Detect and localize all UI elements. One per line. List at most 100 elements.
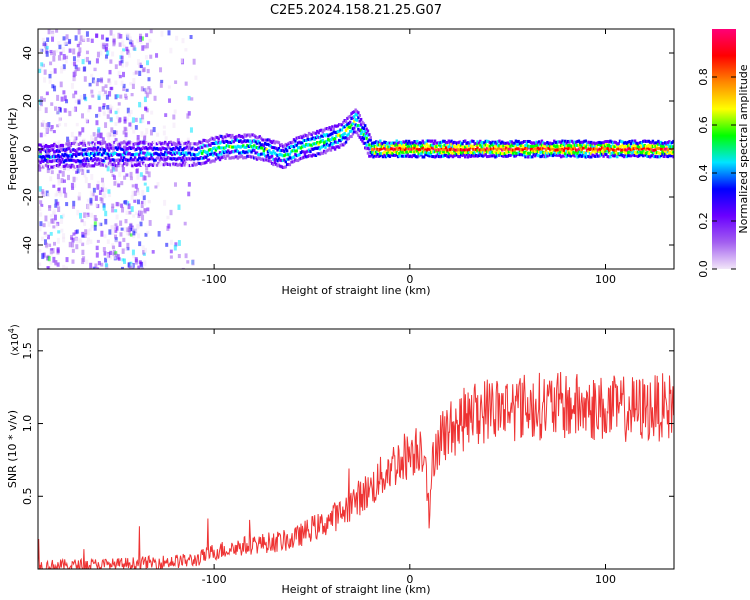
heatmap-cell [388, 147, 392, 151]
heatmap-cell [320, 145, 323, 149]
heatmap-cell [546, 146, 549, 150]
heatmap-cell [87, 159, 90, 163]
heatmap-cell [188, 157, 192, 161]
heatmap-cell [613, 145, 616, 149]
heatmap-cell [108, 104, 112, 110]
heatmap-cell [395, 139, 398, 143]
heatmap-cell [479, 150, 482, 154]
heatmap-cell [555, 153, 559, 157]
heatmap-cell [451, 147, 455, 151]
heatmap-cell [47, 165, 50, 169]
heatmap-cell [654, 144, 657, 148]
heatmap-cell [146, 230, 150, 234]
heatmap-cell [592, 149, 596, 153]
heatmap-cell [133, 163, 137, 167]
heatmap-cell [498, 139, 501, 143]
heatmap-cell [361, 126, 364, 130]
heatmap-cell [85, 149, 89, 153]
heatmap-cell [274, 140, 278, 144]
heatmap-cell [574, 143, 578, 147]
heatmap-cell [128, 122, 132, 127]
heatmap-cell [116, 158, 119, 162]
heatmap-cell [121, 40, 125, 47]
heatmap-cell [527, 144, 530, 148]
heatmap-cell [616, 145, 619, 149]
heatmap-cell [96, 133, 100, 138]
heatmap-cell [124, 132, 128, 138]
heatmap-cell [495, 154, 498, 158]
heatmap-cell [390, 153, 393, 157]
heatmap-cell [247, 133, 250, 137]
heatmap-cell [561, 139, 564, 143]
heatmap-cell [321, 130, 324, 134]
heatmap-cell [313, 153, 316, 157]
heatmap-cell [209, 148, 212, 152]
heatmap-cell [607, 143, 611, 147]
heatmap-cell [231, 139, 234, 143]
heatmap-cell [396, 155, 400, 159]
heatmap-cell [217, 152, 220, 156]
heatmap-cell [202, 156, 205, 160]
heatmap-cell [425, 139, 429, 143]
heatmap-cell [75, 244, 79, 250]
heatmap-cell [328, 147, 331, 151]
heatmap-cell [461, 153, 464, 157]
heatmap-cell [424, 150, 427, 154]
heatmap-cell [453, 147, 456, 151]
heatmap-cell [84, 148, 87, 152]
heatmap-cell [66, 136, 70, 143]
heatmap-cell [374, 145, 378, 149]
heatmap-cell [236, 149, 240, 153]
heatmap-cell [335, 130, 338, 134]
heatmap-cell [53, 214, 57, 221]
heatmap-cell [414, 141, 418, 145]
heatmap-cell [343, 136, 346, 140]
heatmap-cell [41, 37, 45, 44]
heatmap-cell [566, 147, 570, 151]
heatmap-cell [53, 241, 57, 246]
heatmap-cell [672, 150, 674, 154]
heatmap-cell [566, 150, 570, 154]
heatmap-cell [424, 147, 427, 151]
heatmap-cell [76, 142, 79, 146]
heatmap-cell [501, 154, 504, 158]
heatmap-cell [224, 149, 227, 153]
heatmap-cell [202, 138, 205, 142]
heatmap-cell [321, 144, 324, 148]
heatmap-cell [154, 142, 157, 146]
heatmap-cell [642, 146, 645, 150]
heatmap-cell [132, 214, 136, 218]
heatmap-cell [633, 154, 637, 158]
snr-y-scale-suffix: ) [10, 324, 21, 328]
heatmap-cell [113, 178, 117, 183]
heatmap-cell [96, 267, 100, 269]
heatmap-cell [496, 153, 500, 157]
heatmap-cell [469, 150, 472, 154]
heatmap-cell [88, 142, 92, 146]
heatmap-cell [247, 145, 250, 149]
heatmap-cell [184, 253, 188, 259]
heatmap-cell [388, 141, 392, 145]
snr-y-tick-label: 1.5 [21, 342, 34, 360]
heatmap-cell [316, 146, 319, 150]
heatmap-cell [155, 163, 159, 167]
heatmap-cell [144, 55, 148, 60]
heatmap-cell [457, 155, 460, 159]
heatmap-cell [97, 94, 101, 101]
heatmap-cell [427, 147, 430, 151]
heatmap-cell [38, 106, 42, 111]
snr-x-label: Height of straight line (km) [281, 583, 430, 596]
heatmap-cell [74, 35, 78, 41]
heatmap-cell [287, 162, 290, 166]
heatmap-cell [59, 160, 63, 164]
heatmap-cell [576, 151, 579, 155]
heatmap-cell [518, 144, 522, 148]
heatmap-cell [113, 224, 117, 231]
heatmap-cell [342, 143, 345, 147]
heatmap-cell [292, 138, 296, 142]
heatmap-cell [65, 158, 68, 162]
heatmap-cell [183, 146, 186, 150]
heatmap-cell [336, 130, 340, 134]
heatmap-cell [73, 77, 77, 82]
heatmap-cell [379, 152, 382, 156]
